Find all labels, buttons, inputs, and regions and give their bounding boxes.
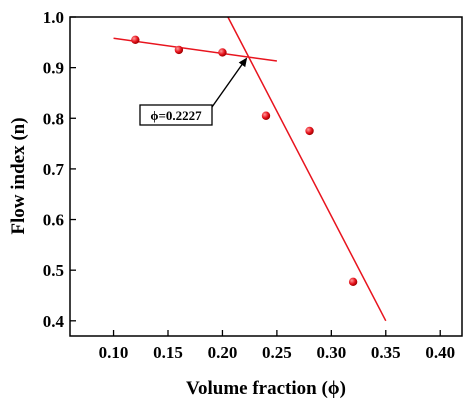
x-tick-label: 0.20	[208, 343, 238, 362]
fit-line	[113, 37, 277, 62]
x-tick-label: 0.25	[262, 343, 292, 362]
annotation-arrow	[211, 61, 245, 108]
x-tick-label: 0.35	[371, 343, 401, 362]
annotation-label: ϕ=0.2227	[150, 108, 202, 123]
x-tick-label: 0.15	[153, 343, 183, 362]
y-tick-label: 0.8	[43, 109, 64, 128]
annotation-box	[139, 104, 213, 126]
plot-frame	[69, 16, 463, 337]
y-tick-label: 0.9	[43, 59, 64, 78]
x-tick-label: 0.30	[316, 343, 346, 362]
y-tick-label: 0.5	[43, 261, 64, 280]
data-point	[131, 35, 140, 44]
data-point	[348, 277, 358, 287]
y-tick-label: 1.0	[43, 8, 64, 27]
data-point	[174, 45, 184, 55]
y-axis-title: Flow index (n)	[8, 117, 29, 234]
annotation-arrowhead	[238, 57, 248, 68]
y-tick-label: 0.6	[43, 211, 64, 230]
data-point	[261, 111, 271, 120]
x-tick-label: 0.10	[99, 343, 129, 362]
y-tick-label: 0.4	[43, 312, 65, 331]
data-point	[305, 126, 314, 136]
data-point	[218, 48, 227, 57]
x-tick-label: 0.40	[425, 343, 455, 362]
y-tick-label: 0.7	[43, 160, 65, 179]
fit-line	[227, 16, 387, 322]
x-axis-title: Volume fraction (ϕ)	[186, 378, 346, 399]
